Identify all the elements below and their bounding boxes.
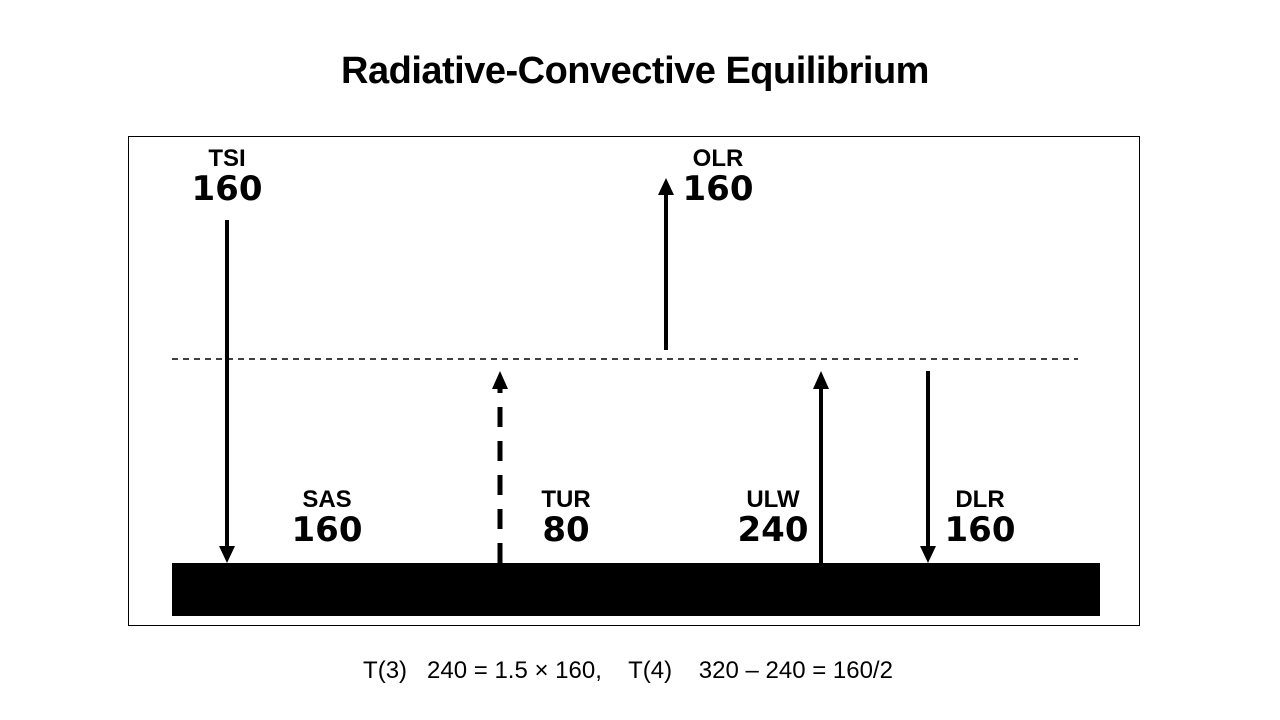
tur-label: TUR	[541, 486, 591, 513]
equation-text: T(3) 240 = 1.5 × 160, T(4) 320 – 240 = 1…	[363, 657, 893, 684]
ulw-arrow	[813, 371, 829, 563]
sas-value: 160	[291, 510, 363, 550]
tur-value: 80	[542, 510, 590, 550]
olr-label: OLR	[692, 145, 744, 172]
tsi-arrow	[219, 220, 235, 563]
olr-value: 160	[682, 169, 754, 209]
ulw-label: ULW	[746, 486, 800, 513]
diagram-frame	[128, 136, 1140, 626]
olr-arrow	[658, 178, 674, 350]
tsi-label: TSI	[208, 145, 246, 172]
dlr-value: 160	[944, 510, 1016, 550]
sas-label: SAS	[302, 486, 352, 513]
tsi-value: 160	[191, 169, 263, 209]
page-title: Radiative-Convective Equilibrium	[341, 50, 929, 92]
dlr-arrow	[920, 371, 936, 563]
ulw-value: 240	[737, 510, 809, 550]
tur-arrow	[492, 371, 508, 563]
dlr-label: DLR	[955, 486, 1005, 513]
surface-block	[172, 563, 1100, 616]
